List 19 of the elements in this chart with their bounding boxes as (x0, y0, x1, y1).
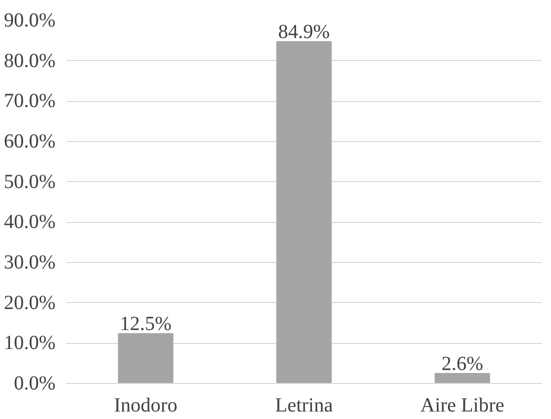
bar (118, 333, 174, 384)
y-tick-label: 70.0% (4, 90, 56, 112)
y-tick-label: 40.0% (4, 211, 56, 234)
y-tick-label: 80.0% (4, 50, 56, 72)
y-tick-label: 60.0% (4, 130, 56, 152)
data-label: 2.6% (442, 353, 484, 376)
y-tick-label: 50.0% (4, 170, 56, 193)
data-label: 12.5% (120, 313, 172, 336)
y-tick-label: 20.0% (4, 292, 56, 314)
bar (276, 41, 332, 384)
y-tick-label: 90.0% (4, 10, 56, 32)
x-tick-label: Inodoro (114, 394, 178, 416)
y-tick-label: 10.0% (4, 332, 56, 354)
x-tick-label: Letrina (275, 394, 333, 416)
x-tick-label: Aire Libre (420, 394, 504, 416)
bar (434, 373, 490, 384)
data-label: 84.9% (278, 21, 330, 44)
y-tick-label: 30.0% (4, 252, 56, 274)
y-tick-label: 0.0% (14, 372, 56, 394)
